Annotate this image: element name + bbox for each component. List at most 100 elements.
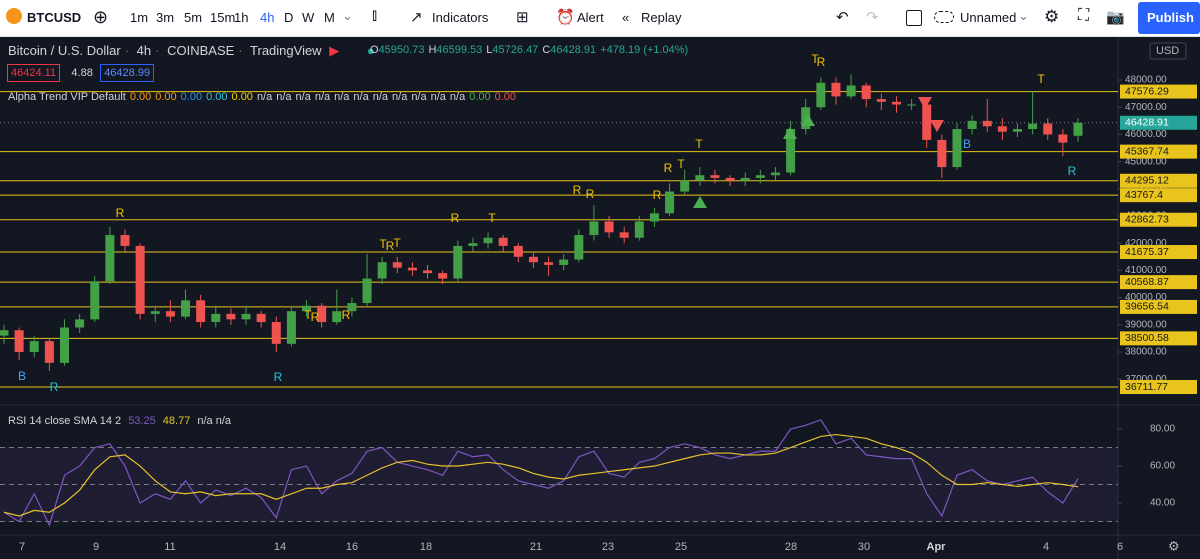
interval-button[interactable]: 4h xyxy=(260,10,275,25)
level-label-bg xyxy=(1120,275,1197,290)
candle-body xyxy=(846,85,856,97)
sell-triangle xyxy=(930,120,944,132)
rsi-sma-line xyxy=(3,433,1079,517)
interval-button[interactable]: 1h xyxy=(234,10,249,25)
publish-button[interactable]: Publish xyxy=(1147,10,1194,25)
chart-type[interactable]: ⫾ xyxy=(372,7,378,24)
rsi-tick-label: 60.00 xyxy=(1150,461,1175,472)
candle-body xyxy=(589,221,599,236)
interval-button[interactable]: W xyxy=(302,10,315,25)
symbol[interactable]: BTCUSD xyxy=(27,10,82,25)
level-label-bg xyxy=(1120,380,1197,395)
candle-body xyxy=(438,273,448,279)
ohlc-key: O xyxy=(370,44,379,56)
candle-body xyxy=(0,330,9,336)
separator: · xyxy=(124,43,130,58)
candle-body xyxy=(407,267,417,271)
indicator-piece: 0.00 xyxy=(231,91,253,103)
buy-triangle xyxy=(783,127,797,139)
candle-body xyxy=(816,82,826,108)
candle-body xyxy=(1058,134,1068,143)
interval-menu[interactable]: ⌄ xyxy=(342,8,353,23)
interval-button[interactable]: 3m xyxy=(156,10,175,25)
candle-body xyxy=(604,221,614,233)
candle-body xyxy=(876,99,886,102)
indicators-button[interactable]: Indicators xyxy=(432,10,489,25)
candle-body xyxy=(559,259,569,265)
time-label: 9 xyxy=(93,541,99,553)
signal-label: R xyxy=(50,380,59,394)
buy-triangle xyxy=(801,114,815,126)
settings[interactable]: ⚙ xyxy=(1044,7,1060,26)
signal-label: T xyxy=(1037,72,1045,86)
source: TradingView xyxy=(250,43,322,58)
change: +478.19 (+1.04%) xyxy=(600,44,689,56)
candle-body xyxy=(120,235,130,246)
level-label: 36711.77 xyxy=(1125,381,1168,393)
interval-button[interactable]: 15m xyxy=(210,10,236,25)
flag[interactable]: ▶ xyxy=(329,43,340,58)
alert-button[interactable]: Alert xyxy=(577,10,604,25)
signal-label: R xyxy=(451,211,460,225)
candle-body xyxy=(665,191,675,214)
candle-body xyxy=(226,313,236,320)
replay-button[interactable]: Replay xyxy=(641,10,682,25)
level-label: 38500.58 xyxy=(1125,332,1169,344)
layout-name[interactable]: Unnamed xyxy=(960,10,1017,25)
level-label: 41675.37 xyxy=(1125,246,1169,258)
ohlc-value: 46599.53 xyxy=(436,44,483,56)
ask[interactable]: 46428.99 xyxy=(100,64,155,82)
indicator-piece: 0.00 xyxy=(206,91,228,103)
time-label: 4 xyxy=(1043,541,1049,553)
signal-label: R xyxy=(817,55,826,69)
time-label: 11 xyxy=(164,541,175,553)
last-price-label: 46428.91 xyxy=(1125,117,1169,129)
snapshot[interactable]: 📷 xyxy=(1106,9,1125,26)
price-tick-label: 37000.00 xyxy=(1125,374,1167,385)
interval-button[interactable]: M xyxy=(324,10,335,25)
signal-label: T xyxy=(488,211,496,225)
candle-body xyxy=(347,303,357,312)
signal-label: T xyxy=(677,157,685,171)
candle-body xyxy=(468,243,478,246)
rsi-title: RSI 14 close SMA 14 2 xyxy=(8,415,122,427)
redo[interactable]: ↷ xyxy=(866,9,879,26)
candle-body xyxy=(982,120,992,127)
currency-box xyxy=(1149,42,1187,60)
candle-body xyxy=(1043,123,1053,135)
candle-body xyxy=(770,172,780,176)
fullscreen[interactable]: ⛶ xyxy=(1078,7,1090,24)
layout-menu[interactable]: ⌄ xyxy=(1018,8,1029,23)
candle-body xyxy=(362,278,372,304)
templates[interactable]: ⊞ xyxy=(516,9,529,26)
indicator-piece: Alpha Trend VIP Default xyxy=(8,91,126,103)
indicator-piece: n/a xyxy=(411,91,427,103)
separator: · xyxy=(155,43,160,58)
candle-body xyxy=(922,104,932,140)
level-label-bg xyxy=(1120,84,1197,99)
candle-body xyxy=(710,175,720,178)
level-label-bg xyxy=(1120,212,1197,227)
add-symbol[interactable]: ⊕ xyxy=(93,7,109,27)
indicator-piece: n/a xyxy=(372,91,389,103)
undo[interactable]: ↶ xyxy=(836,9,849,26)
layout-square[interactable] xyxy=(906,10,922,26)
candle-body xyxy=(786,128,796,173)
level-label: 45367.74 xyxy=(1125,145,1169,157)
indicators-icon: ↗ xyxy=(410,9,423,26)
signal-label: T xyxy=(379,237,387,251)
indicator-legend: Alpha Trend VIP Default 0.00 0.00 0.00 0.00 0… xyxy=(8,91,520,103)
level-label: 39656.54 xyxy=(1125,301,1169,313)
interval-button[interactable]: D xyxy=(284,10,294,25)
candle-body xyxy=(90,281,100,320)
time-label: 7 xyxy=(19,541,25,553)
spread: 4.88 xyxy=(71,67,93,79)
interval-button[interactable]: 5m xyxy=(184,10,203,25)
candle-body xyxy=(286,311,296,344)
ohlc-value: 45950.73 xyxy=(378,44,425,56)
candle-body xyxy=(1012,128,1022,132)
bid[interactable]: 46424.11 xyxy=(7,64,61,82)
interval-button[interactable]: 1m xyxy=(130,10,149,25)
candle-body xyxy=(75,319,85,328)
